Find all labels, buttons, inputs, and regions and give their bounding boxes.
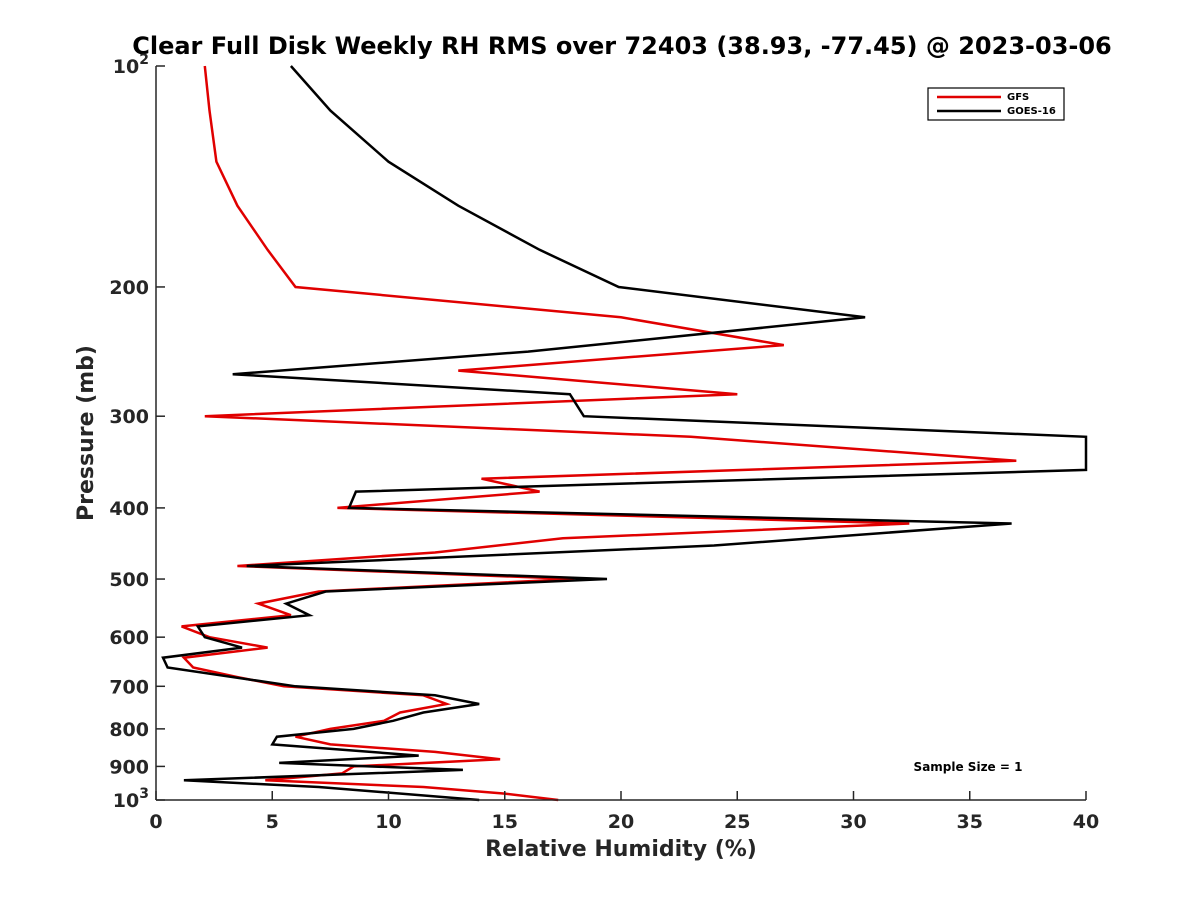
y-tick-label: 900 xyxy=(109,756,149,778)
x-axis-ticks: 0 5 10 15 20 25 30 35 40 xyxy=(149,791,1099,833)
y-tick-exponent: 3 xyxy=(139,786,149,802)
plot-area: 0 5 10 15 20 25 30 35 40 10220030040050060070080… xyxy=(109,52,1099,833)
x-tick-label: 0 xyxy=(149,811,162,833)
series-line-goes16 xyxy=(161,65,1088,802)
y-tick-label: 300 xyxy=(109,406,149,428)
y-tick-label: 400 xyxy=(109,498,149,520)
x-tick-label: 20 xyxy=(608,811,634,833)
x-axis-label: Relative Humidity (%) xyxy=(485,837,757,862)
x-tick-label: 5 xyxy=(266,811,279,833)
y-axis-label: Pressure (mb) xyxy=(74,345,99,521)
x-tick-label: 25 xyxy=(724,811,750,833)
legend-label-goes16: GOES-16 xyxy=(1007,106,1056,117)
y-tick-label: 800 xyxy=(109,719,149,741)
y-tick-exponent: 2 xyxy=(139,52,149,68)
x-tick-label: 10 xyxy=(375,811,401,833)
y-tick-label: 200 xyxy=(109,277,149,299)
series-layer xyxy=(161,65,1088,802)
y-tick-label: 700 xyxy=(109,676,149,698)
y-tick-label: 103 xyxy=(113,786,149,812)
x-tick-label: 35 xyxy=(957,811,983,833)
x-tick-label: 15 xyxy=(492,811,518,833)
legend: GFS GOES-16 xyxy=(927,87,1065,121)
legend-label-gfs: GFS xyxy=(1007,92,1029,103)
x-tick-label: 40 xyxy=(1073,811,1099,833)
legend-box xyxy=(927,87,1065,121)
sample-size-annotation: Sample Size = 1 xyxy=(914,760,1023,774)
y-tick-label: 600 xyxy=(109,627,149,649)
y-tick-base: 10 xyxy=(113,56,139,78)
x-tick-label: 30 xyxy=(840,811,866,833)
y-tick-label: 500 xyxy=(109,569,149,591)
series-line-gfs xyxy=(181,65,1017,802)
y-tick-base: 10 xyxy=(113,790,139,812)
y-tick-label: 102 xyxy=(113,52,149,78)
chart-title: Clear Full Disk Weekly RH RMS over 72403… xyxy=(132,32,1112,60)
